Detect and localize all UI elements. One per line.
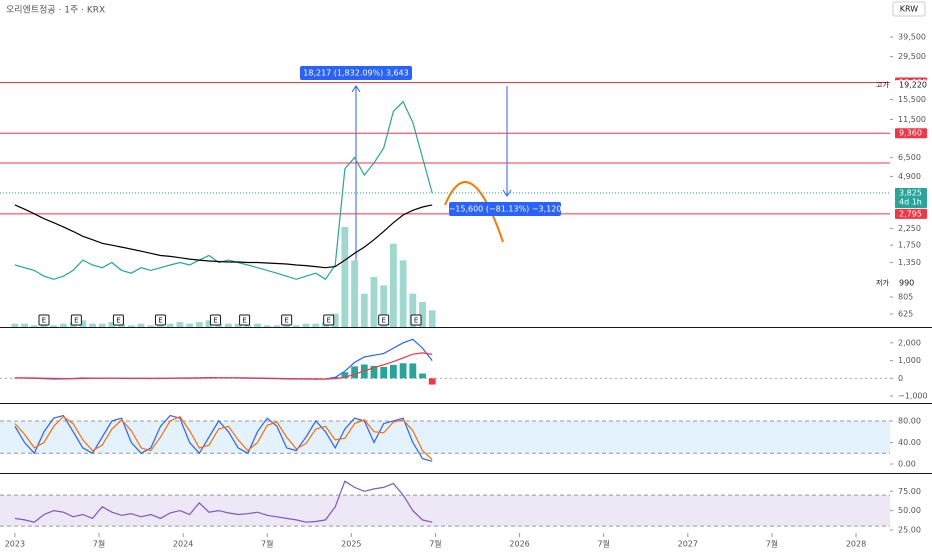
y-tick-label: 1,750: [898, 241, 921, 250]
volume-bar: [196, 322, 203, 327]
x-tick-label: 2028: [846, 540, 866, 549]
volume-bar: [186, 324, 193, 327]
band: [0, 421, 890, 453]
volume-bar: [400, 260, 407, 327]
x-tick-label: 2025: [341, 540, 361, 549]
earnings-label: E: [242, 317, 246, 325]
earnings-label: E: [158, 317, 162, 325]
y-tick-label: 15,500: [898, 95, 926, 104]
earnings-label: E: [326, 317, 330, 325]
volume-bar: [225, 324, 232, 327]
price-label: 990: [899, 279, 914, 288]
y-tick-label: 805: [898, 293, 913, 302]
volume-bar: [50, 325, 57, 327]
volume-bar: [429, 310, 436, 327]
volume-bar: [21, 324, 28, 327]
volume-bar: [138, 324, 145, 327]
chart-title: 오리엔트정공 · 1주 · KRX: [6, 5, 105, 16]
x-tick-label: 2024: [173, 540, 193, 549]
y-tick-label: 50.00: [898, 506, 921, 515]
annotation-text: 18,217 (1,832.09%) 3,643: [303, 69, 408, 78]
y-tick-label: 1,350: [898, 258, 921, 267]
band: [0, 495, 890, 526]
currency[interactable]: KRW: [900, 5, 918, 14]
x-tick-label: 2023: [5, 540, 25, 549]
volume-bar: [11, 324, 18, 327]
histogram-bar: [419, 374, 426, 379]
x-tick-label: 7월: [597, 539, 609, 549]
x-tick-label: 2027: [678, 540, 698, 549]
volume-bar: [293, 325, 300, 327]
volume-bar: [31, 325, 38, 327]
annotation: 18,217 (1,832.09%) 3,643 −15,600 (−81.13…: [300, 66, 561, 216]
volume-bar: [60, 324, 67, 327]
volume-bar: [244, 325, 251, 327]
y-tick-label: 40.00: [898, 438, 921, 447]
earnings-label: E: [414, 317, 418, 325]
price-label: 9,360: [899, 129, 922, 138]
earnings-label: E: [74, 317, 78, 325]
price-label-tag: 고가: [876, 80, 889, 89]
histogram-bar: [390, 365, 397, 378]
volume-bar: [147, 325, 154, 327]
earnings-label: E: [284, 317, 288, 325]
earnings-label: E: [116, 317, 120, 325]
y-tick-label: 0.00: [898, 460, 916, 469]
volume-bar: [99, 324, 106, 327]
y-tick-label: 625: [898, 309, 913, 318]
y-tick-label: −1,000: [898, 392, 928, 401]
x-tick-label: 7월: [429, 539, 441, 549]
histogram-bar: [400, 363, 407, 378]
x-tick-label: 7월: [766, 539, 778, 549]
y-tick-label: 39,500: [898, 33, 926, 42]
y-tick-label: 29,500: [898, 52, 926, 61]
price-label-tag: 저가: [876, 278, 889, 287]
volume-bar: [274, 325, 281, 327]
histogram-bar: [409, 363, 416, 378]
volume-bar: [371, 277, 378, 327]
x-tick-label: 7월: [93, 539, 105, 549]
volume-bar: [361, 294, 368, 327]
volume-bar: [254, 324, 261, 327]
y-tick-label: 0: [898, 374, 903, 383]
volume-bar: [167, 324, 174, 327]
volume-bar: [390, 244, 397, 327]
volume-bar: [351, 260, 358, 327]
histogram-bar: [380, 367, 387, 378]
volume-bar: [264, 325, 271, 327]
y-tick-label: 25.00: [898, 525, 921, 534]
histogram-bar: [351, 366, 358, 378]
y-tick-label: 11,500: [898, 115, 926, 124]
price-label: 3,825: [899, 188, 922, 197]
y-tick-label: 2,000: [898, 338, 921, 347]
y-tick-label: 2,250: [898, 224, 921, 233]
volume-bar: [128, 325, 135, 327]
y-tick-label: 6,500: [898, 153, 921, 162]
price-label: 19,220: [899, 81, 927, 90]
histogram-bar: [429, 378, 436, 384]
series-line: [15, 102, 432, 280]
y-tick-label: 1,000: [898, 356, 921, 365]
price-label-tag: 4d 1h: [899, 197, 922, 206]
y-tick-label: 75.00: [898, 487, 921, 496]
series-line: [15, 339, 432, 379]
earnings-label: E: [381, 317, 385, 325]
volume-bar: [89, 324, 96, 327]
volume-bar: [303, 324, 310, 327]
y-tick-label: 4,900: [898, 172, 921, 181]
y-tick-label: 80.00: [898, 416, 921, 425]
volume-bar: [341, 227, 348, 327]
earnings-label: E: [213, 317, 217, 325]
volume-bar: [176, 322, 183, 327]
price-label: 2,795: [899, 209, 922, 218]
volume-bar: [312, 324, 319, 327]
annotation-text: −15,600 (−81.13%) −3,120: [449, 205, 562, 214]
x-tick-label: 7월: [261, 539, 273, 549]
series-line: [15, 353, 432, 379]
earnings-label: E: [42, 317, 46, 325]
x-tick-label: 2026: [509, 540, 529, 549]
